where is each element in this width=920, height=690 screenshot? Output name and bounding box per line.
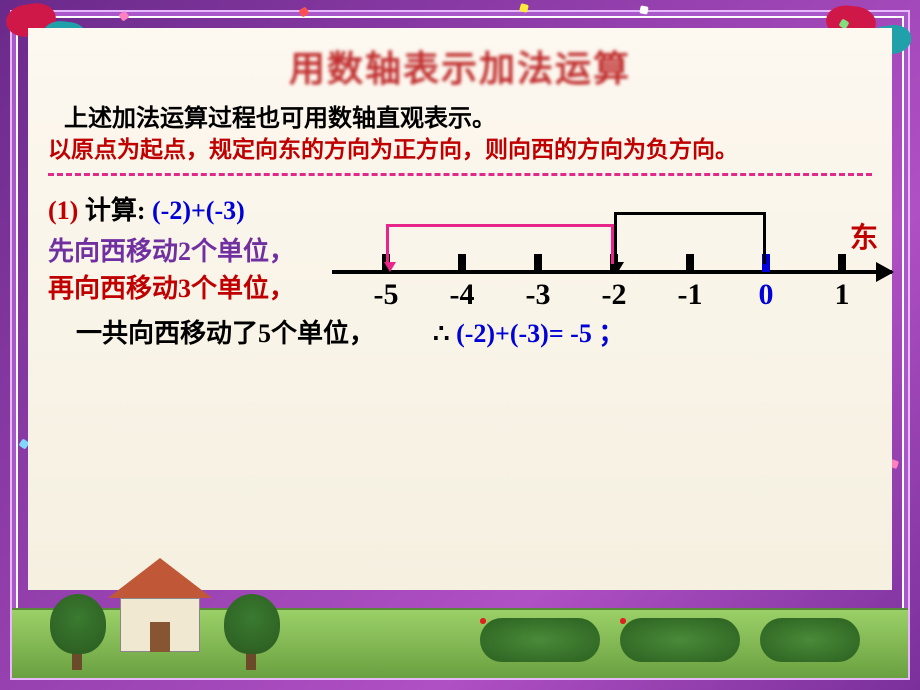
problem-prefix: (1) [48, 196, 78, 225]
tick-label: -1 [678, 278, 703, 312]
arc-second-move [386, 224, 614, 264]
bush-icon [480, 618, 600, 662]
tick-label: 0 [759, 278, 774, 312]
arc-first-move [614, 212, 766, 264]
tick-label: 1 [835, 278, 850, 312]
page-title: 用数轴表示加法运算 [48, 40, 872, 92]
house-roof [108, 558, 212, 598]
axis-arrowhead-icon [876, 262, 894, 282]
intro-text-2: 以原点为起点，规定向东的方向为正方向，则向西的方向为负方向。 [48, 135, 872, 165]
dashed-separator [48, 173, 872, 176]
tick-label: -2 [602, 278, 627, 312]
problem-label: (1) 计算: (-2)+(-3) [48, 190, 348, 227]
tick-mark [838, 254, 846, 272]
problem-label-text: 计算: [78, 196, 145, 225]
number-line: -5 -4 -3 -2 -1 0 1 [332, 204, 892, 334]
bush-icon [620, 618, 740, 662]
tick-label: -5 [374, 278, 399, 312]
tree-icon [50, 594, 106, 654]
house-door [150, 622, 170, 652]
content-panel: 用数轴表示加法运算 上述加法运算过程也可用数轴直观表示。 以原点为起点，规定向东… [28, 28, 892, 590]
intro-text-1: 上述加法运算过程也可用数轴直观表示。 [64, 98, 872, 133]
confetti-dot [639, 5, 648, 14]
arc-arrowhead-icon [384, 262, 396, 272]
tree-icon [224, 594, 280, 654]
sum-text: 一共向西移动了5个单位， [76, 313, 375, 350]
bush-icon [760, 618, 860, 662]
problem-expression: (-2)+(-3) [146, 196, 245, 225]
tick-label: -4 [450, 278, 475, 312]
tick-label: -3 [526, 278, 551, 312]
